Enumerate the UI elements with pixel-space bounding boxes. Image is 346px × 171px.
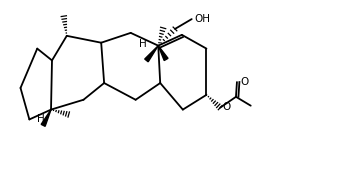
Polygon shape	[145, 46, 158, 62]
Text: O: O	[240, 77, 248, 87]
Text: O: O	[222, 102, 230, 112]
Text: H: H	[37, 114, 45, 124]
Text: OH: OH	[195, 14, 211, 24]
Polygon shape	[158, 46, 168, 61]
Polygon shape	[41, 110, 51, 126]
Text: H: H	[139, 39, 146, 49]
